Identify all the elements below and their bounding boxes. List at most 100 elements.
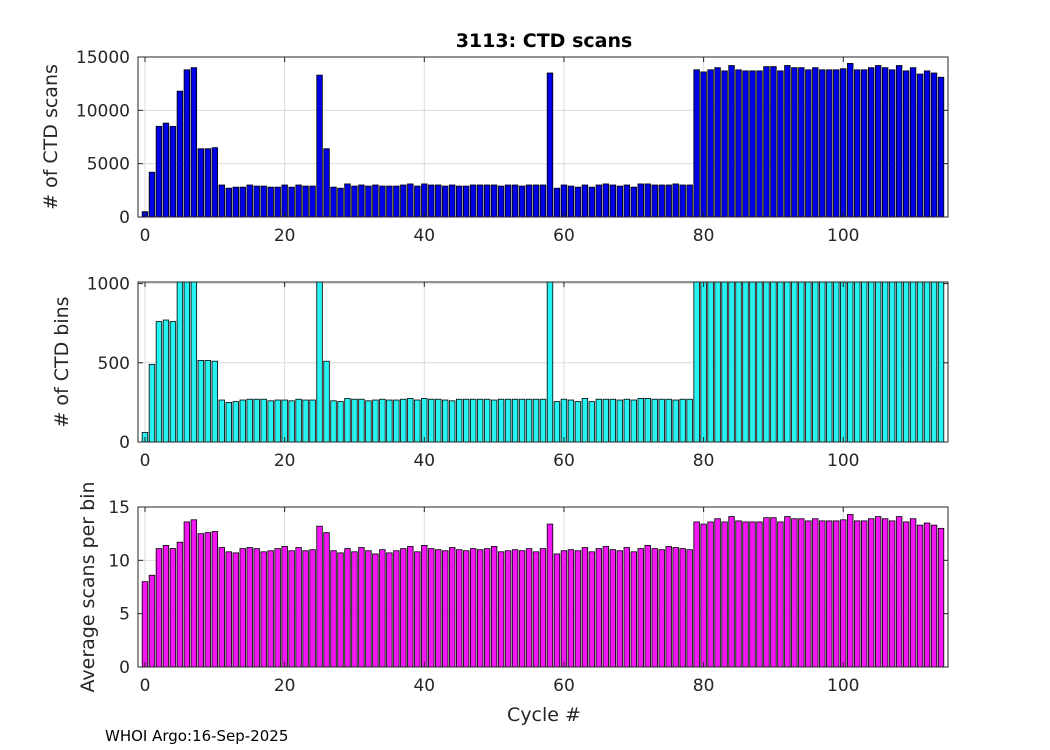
p0-bar-cycle-12 bbox=[225, 187, 232, 218]
p1-bar-cycle-96 bbox=[812, 281, 819, 443]
p1-bar-cycle-64 bbox=[588, 401, 596, 443]
p1-bar-cycle-67 bbox=[609, 398, 617, 443]
p1-x-tick-label-3: 60 bbox=[553, 451, 575, 471]
p0-bar-cycle-73 bbox=[651, 184, 658, 218]
p0-bar-cycle-81 bbox=[707, 69, 714, 218]
p0-bar-cycle-11 bbox=[218, 184, 225, 218]
p2-bar-cycle-76 bbox=[672, 547, 679, 668]
p2-bar-cycle-114 bbox=[937, 527, 945, 668]
p1-bar-cycle-15 bbox=[246, 398, 253, 443]
p2-bar-cycle-0 bbox=[141, 581, 149, 668]
p1-bar-cycle-111 bbox=[916, 281, 924, 443]
p1-bar-cycle-33 bbox=[372, 399, 379, 443]
p2-bar-cycle-29 bbox=[344, 548, 351, 668]
p2-bar-cycle-91 bbox=[777, 521, 784, 668]
p2-bar-cycle-113 bbox=[930, 524, 938, 668]
p1-bar-cycle-66 bbox=[602, 398, 610, 443]
p2-bar-cycle-35 bbox=[386, 552, 393, 668]
p1-bar-cycle-92 bbox=[784, 281, 791, 443]
p2-bar-cycle-67 bbox=[609, 549, 617, 668]
p2-bar-cycle-10 bbox=[211, 531, 219, 668]
p2-bar-cycle-3 bbox=[162, 545, 170, 668]
p2-bar-cycle-30 bbox=[351, 551, 358, 668]
p2-bar-cycle-69 bbox=[623, 547, 630, 668]
p1-bar-cycle-80 bbox=[700, 281, 707, 443]
p1-bar-cycle-35 bbox=[386, 399, 393, 443]
p2-bar-cycle-51 bbox=[497, 551, 505, 668]
p0-x-tick-label-2: 40 bbox=[413, 226, 435, 246]
p1-bar-cycle-105 bbox=[874, 281, 882, 443]
p0-bar-cycle-3 bbox=[162, 122, 170, 218]
p0-bar-cycle-62 bbox=[574, 186, 582, 218]
p2-bar-cycle-43 bbox=[442, 550, 449, 668]
p0-bar-cycle-69 bbox=[623, 184, 630, 218]
p1-bar-cycle-100 bbox=[840, 281, 847, 443]
p1-bar-cycle-47 bbox=[469, 398, 477, 443]
p2-bar-cycle-102 bbox=[854, 520, 861, 668]
p0-bar-cycle-2 bbox=[155, 125, 163, 218]
p1-x-tick-label-4: 80 bbox=[693, 451, 715, 471]
p1-bar-cycle-83 bbox=[721, 281, 728, 443]
p0-bar-cycle-80 bbox=[700, 71, 707, 218]
p0-bar-cycle-111 bbox=[916, 73, 924, 218]
p0-bar-cycle-51 bbox=[497, 185, 505, 218]
p0-bar-cycle-38 bbox=[407, 183, 414, 218]
p0-bar-cycle-18 bbox=[267, 186, 274, 218]
p0-bar-cycle-86 bbox=[742, 70, 749, 218]
p0-bar-cycle-52 bbox=[504, 184, 512, 218]
p1-bar-cycle-37 bbox=[400, 398, 407, 443]
p1-bar-cycle-23 bbox=[302, 399, 309, 443]
p2-bar-cycle-20 bbox=[281, 546, 288, 668]
p1-bar-cycle-49 bbox=[483, 398, 491, 443]
p0-bar-cycle-82 bbox=[714, 67, 721, 218]
p1-bar-cycle-24 bbox=[309, 399, 316, 443]
p1-bar-cycle-48 bbox=[476, 398, 484, 443]
p1-bar-cycle-21 bbox=[288, 400, 295, 443]
p0-bar-cycle-39 bbox=[414, 185, 421, 218]
p0-bar-cycle-37 bbox=[400, 184, 407, 218]
p2-bar-cycle-84 bbox=[728, 516, 735, 668]
p1-bar-cycle-82 bbox=[714, 281, 721, 443]
p2-bar-cycle-70 bbox=[630, 551, 637, 668]
p2-bar-cycle-11 bbox=[218, 547, 225, 668]
p2-bar-cycle-31 bbox=[358, 547, 365, 668]
p1-bar-cycle-32 bbox=[365, 400, 372, 443]
p0-x-tick-label-5: 100 bbox=[827, 226, 859, 246]
p0-bar-cycle-88 bbox=[756, 70, 763, 218]
p2-bar-cycle-28 bbox=[337, 552, 344, 668]
p2-bar-cycle-52 bbox=[504, 550, 512, 668]
p0-bar-cycle-4 bbox=[169, 125, 177, 218]
p1-bar-cycle-42 bbox=[435, 398, 442, 443]
p1-bar-cycle-11 bbox=[218, 399, 225, 443]
p2-bar-cycle-99 bbox=[833, 520, 840, 668]
p1-bar-cycle-74 bbox=[658, 398, 665, 443]
p2-bar-cycle-39 bbox=[414, 551, 421, 668]
p2-bar-cycle-13 bbox=[232, 552, 239, 668]
p1-bar-cycle-4 bbox=[169, 321, 177, 443]
p2-bar-cycle-73 bbox=[651, 548, 658, 668]
p2-bar-cycle-27 bbox=[330, 550, 337, 668]
p1-bar-cycle-65 bbox=[595, 398, 603, 443]
p0-bar-cycle-28 bbox=[337, 187, 344, 218]
p1-bar-cycle-58 bbox=[546, 281, 554, 443]
p0-bar-cycle-106 bbox=[881, 67, 889, 218]
p1-bar-cycle-110 bbox=[909, 281, 917, 443]
p1-bar-cycle-56 bbox=[532, 398, 540, 443]
p1-bar-cycle-31 bbox=[358, 398, 365, 443]
chart-title: 3113: CTD scans bbox=[456, 30, 633, 52]
p0-x-tick-label-0: 0 bbox=[140, 226, 151, 246]
p1-bar-cycle-78 bbox=[686, 398, 693, 443]
p0-bar-cycle-17 bbox=[260, 185, 267, 218]
p1-x-tick-label-0: 0 bbox=[140, 451, 151, 471]
p1-bar-cycle-3 bbox=[162, 319, 170, 443]
p0-bar-cycle-105 bbox=[874, 65, 882, 218]
p2-bar-cycle-79 bbox=[693, 521, 700, 668]
p0-bar-cycle-66 bbox=[602, 183, 610, 218]
p0-bar-cycle-102 bbox=[854, 69, 861, 218]
p0-y-axis-label: # of CTD scans bbox=[40, 64, 62, 210]
p1-bar-cycle-73 bbox=[651, 398, 658, 443]
p2-bar-cycle-60 bbox=[560, 550, 568, 668]
p1-bar-cycle-14 bbox=[239, 399, 246, 443]
p2-bar-cycle-47 bbox=[469, 548, 477, 668]
p1-bar-cycle-25 bbox=[316, 281, 323, 443]
